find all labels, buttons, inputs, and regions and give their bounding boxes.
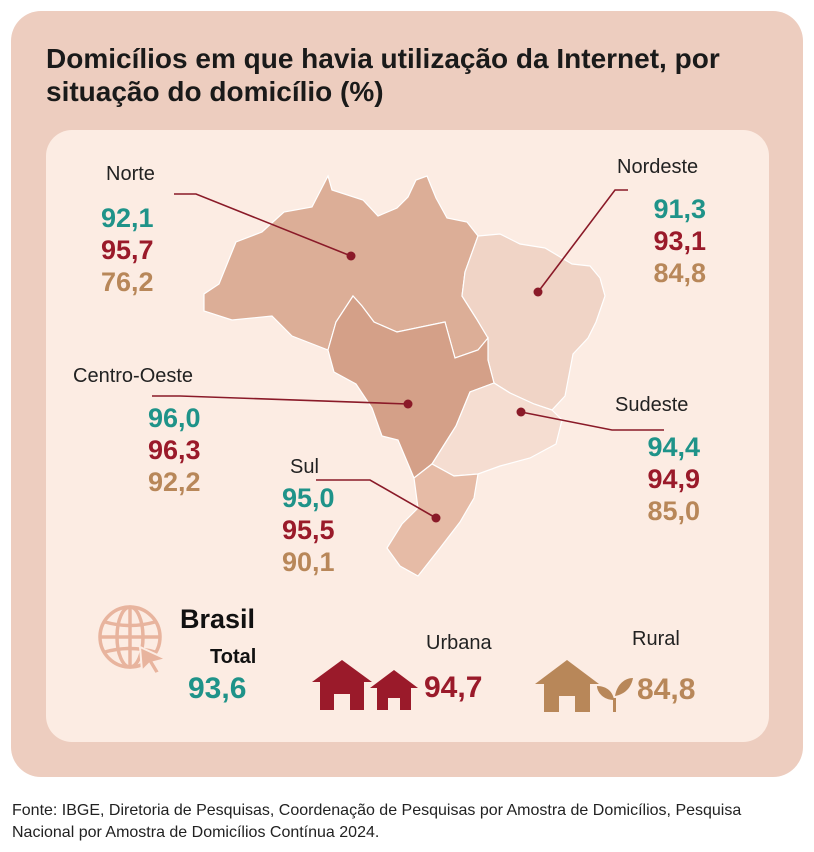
sudeste-marker (516, 407, 526, 417)
centro-oeste-marker (403, 399, 413, 409)
centro-oeste-leader-line (152, 395, 409, 405)
sul-marker (431, 513, 441, 523)
region-values-nordeste: 91,3 93,1 84,8 (653, 193, 706, 289)
centro-oeste-total-value: 96,0 (148, 403, 201, 433)
urbana-label: Urbana (426, 632, 492, 654)
norte-marker (346, 251, 356, 261)
urban-houses-icon (312, 660, 418, 710)
region-values-sul: 95,0 95,5 90,1 (282, 482, 335, 578)
region-nordeste-shape (461, 233, 606, 411)
brasil-rural-value: 84,8 (637, 673, 696, 706)
nordeste-total-value: 91,3 (653, 194, 706, 224)
nordeste-urbana-value: 93,1 (653, 226, 706, 256)
total-label: Total (210, 646, 257, 668)
sul-urbana-value: 95,5 (282, 515, 335, 545)
sudeste-leader-line (520, 411, 664, 431)
nordeste-leader-line (537, 189, 628, 293)
rural-label: Rural (632, 628, 680, 650)
sul-rural-value: 90,1 (282, 547, 335, 577)
sul-total-value: 95,0 (282, 483, 335, 513)
globe-cursor-icon (98, 605, 169, 675)
rural-house-plant-icon (535, 660, 633, 712)
brasil-label: Brasil (180, 604, 256, 634)
centro-oeste-rural-value: 92,2 (148, 467, 201, 497)
chart-title: Domicílios em que havia utilização da In… (46, 43, 720, 107)
sudeste-total-value: 94,4 (647, 432, 700, 462)
region-label-sudeste: Sudeste (615, 394, 689, 416)
centro-oeste-urbana-value: 96,3 (148, 435, 201, 465)
norte-total-value: 92,1 (101, 203, 154, 233)
brasil-total-value: 93,6 (188, 672, 247, 705)
brasil-urbana-value: 94,7 (424, 671, 483, 704)
region-sudeste-shape (431, 382, 563, 477)
sudeste-rural-value: 85,0 (647, 496, 700, 526)
sudeste-urbana-value: 94,9 (647, 464, 700, 494)
region-label-nordeste: Nordeste (617, 156, 699, 178)
region-values-sudeste: 94,4 94,9 85,0 (647, 431, 700, 527)
region-values-centro-oeste: 96,0 96,3 92,2 (148, 402, 201, 498)
nordeste-rural-value: 84,8 (653, 258, 706, 288)
norte-urbana-value: 95,7 (101, 235, 154, 265)
region-values-norte: 92,1 95,7 76,2 (101, 202, 154, 298)
region-label-centro-oeste: Centro-Oeste (73, 365, 194, 387)
region-label-norte: Norte (106, 163, 155, 185)
norte-leader-line (174, 193, 352, 257)
nordeste-marker (533, 287, 543, 297)
source-note: Fonte: IBGE, Diretoria de Pesquisas, Coo… (12, 802, 742, 841)
region-label-sul: Sul (290, 456, 319, 478)
norte-rural-value: 76,2 (101, 267, 154, 297)
region-centro-oeste-shape (327, 295, 495, 479)
sul-leader-line (316, 479, 437, 519)
